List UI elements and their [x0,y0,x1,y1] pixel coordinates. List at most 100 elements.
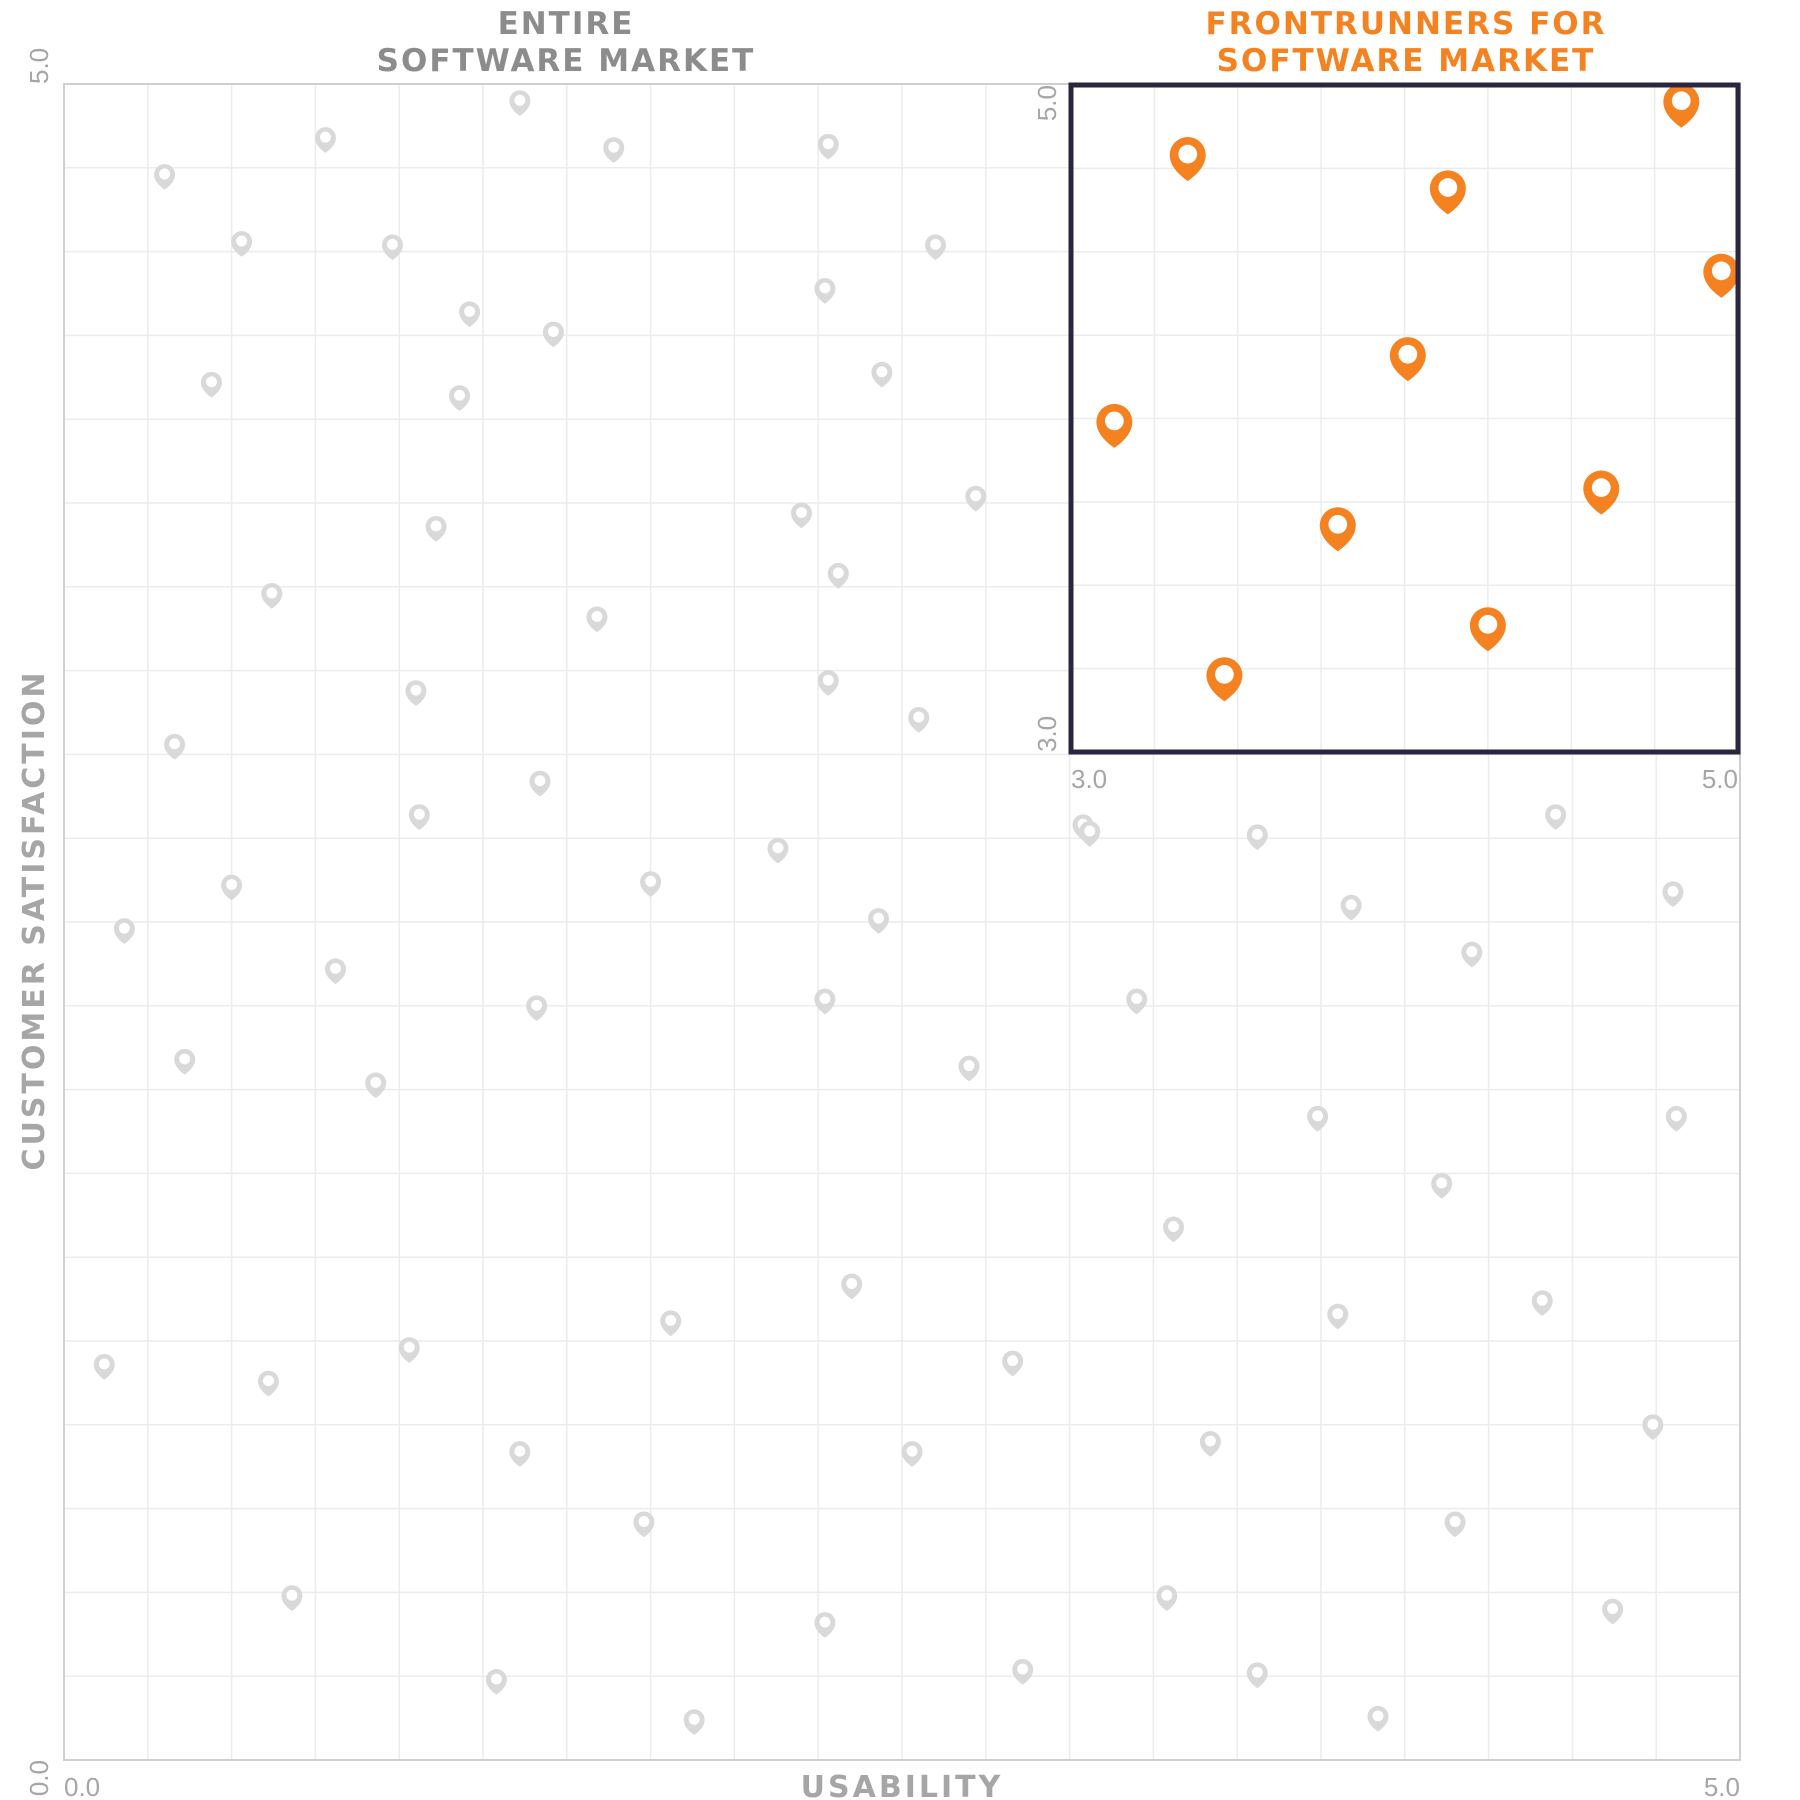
market-point [459,301,481,328]
map-pin-hole [688,1713,700,1725]
market-point [174,1048,196,1075]
map-pin-hole [795,507,807,518]
market-point [814,277,836,304]
frontrunner-point [1703,253,1740,298]
map-pin-hole [876,366,888,378]
map-pin-hole [873,912,884,924]
market-point [154,163,176,190]
map-pin-hole [822,674,834,686]
market-point [408,804,430,830]
market-point [1431,1172,1453,1199]
map-pin-hole [263,1375,274,1387]
map-pin-hole [1436,1177,1448,1189]
market-point [509,1441,531,1467]
market-point [381,234,403,261]
map-pin-hole [1251,828,1263,840]
market-point [509,90,531,116]
main-plot-frame [63,83,1741,1761]
map-pin-hole [464,305,476,317]
frontrunner-point [1663,83,1700,128]
market-point [901,1441,923,1467]
market-point [1444,1511,1466,1538]
map-pin-hole [1131,993,1143,1005]
market-point [1340,894,1362,921]
market-point [1545,804,1567,830]
map-pin-hole [1017,1663,1029,1675]
map-pin-hole [169,738,181,750]
main-title-line-2: SOFTWARE MARKET [377,43,756,79]
frontrunner-point [1169,137,1206,182]
frontrunner-point [1206,657,1243,702]
map-pin-hole [1161,1589,1173,1601]
market-point [325,958,347,985]
map-pin-hole [286,1589,298,1601]
map-pin-hole [1398,344,1418,364]
market-point [683,1709,705,1736]
map-pin-hole [1670,1110,1682,1122]
market-point [814,988,836,1015]
market-point [257,1370,279,1397]
inset-points [1096,83,1740,702]
map-pin-hole [906,1445,918,1457]
market-point [314,127,336,153]
map-pin-hole [819,993,831,1005]
map-pin-hole [1332,1308,1344,1320]
inset-y-tick-max: 5.0 [1032,85,1062,121]
map-pin-hole [98,1358,110,1370]
market-point [1012,1658,1034,1685]
market-point [1199,1431,1221,1457]
market-point [1246,1662,1268,1689]
map-pin-hole [547,326,559,337]
map-pin-hole [514,1445,526,1457]
map-pin-hole [1607,1603,1619,1615]
main-y-tick-max: 5.0 [24,48,54,84]
x-axis-title: USABILITY [801,1770,1004,1800]
main-points [93,90,1687,1736]
map-pin-hole [970,490,982,502]
inset-x-tick-min: 3.0 [1071,764,1107,794]
market-point [603,137,625,163]
market-point [113,918,135,944]
inset-title-line-1: FRONTRUNNERS FOR [1206,6,1607,42]
map-pin-hole [1466,946,1478,958]
main-title-line-1: ENTIRE [498,6,635,42]
inset-y-tick-min: 3.0 [1032,716,1062,752]
map-pin-hole [159,168,171,180]
market-point [1602,1598,1624,1625]
map-pin-hole [387,238,398,250]
market-point [542,321,564,348]
map-pin-hole [1671,91,1691,111]
map-pin-hole [1251,1666,1263,1678]
map-pin-hole [772,842,784,854]
market-point [660,1310,682,1337]
map-pin-hole [410,684,422,696]
map-pin-hole [819,1616,831,1628]
market-point [93,1353,115,1380]
inset-border [1068,82,1741,755]
market-point [827,562,849,589]
frontrunner-point [1583,470,1620,515]
map-pin-hole [330,962,341,974]
market-point [1367,1705,1389,1732]
map-pin-hole [370,1076,382,1088]
market-point [281,1585,303,1611]
map-pin-hole [645,875,657,887]
map-pin-hole [1178,144,1198,164]
frontrunner-point [1429,170,1466,215]
market-point [200,371,222,398]
frontrunner-point [1469,607,1506,652]
market-point [365,1072,387,1099]
market-point [449,385,471,411]
frontrunner-point [1389,337,1426,382]
map-pin-hole [1328,514,1348,534]
market-point [1327,1303,1349,1330]
map-pin-hole [1438,178,1458,197]
market-point [640,871,662,898]
market-point [1002,1350,1024,1377]
map-pin-hole [963,1060,975,1072]
market-point [231,231,253,257]
map-pin-hole [832,567,844,579]
market-point [1642,1414,1664,1441]
map-pin-hole [206,376,217,388]
main-grid [64,84,1740,1760]
